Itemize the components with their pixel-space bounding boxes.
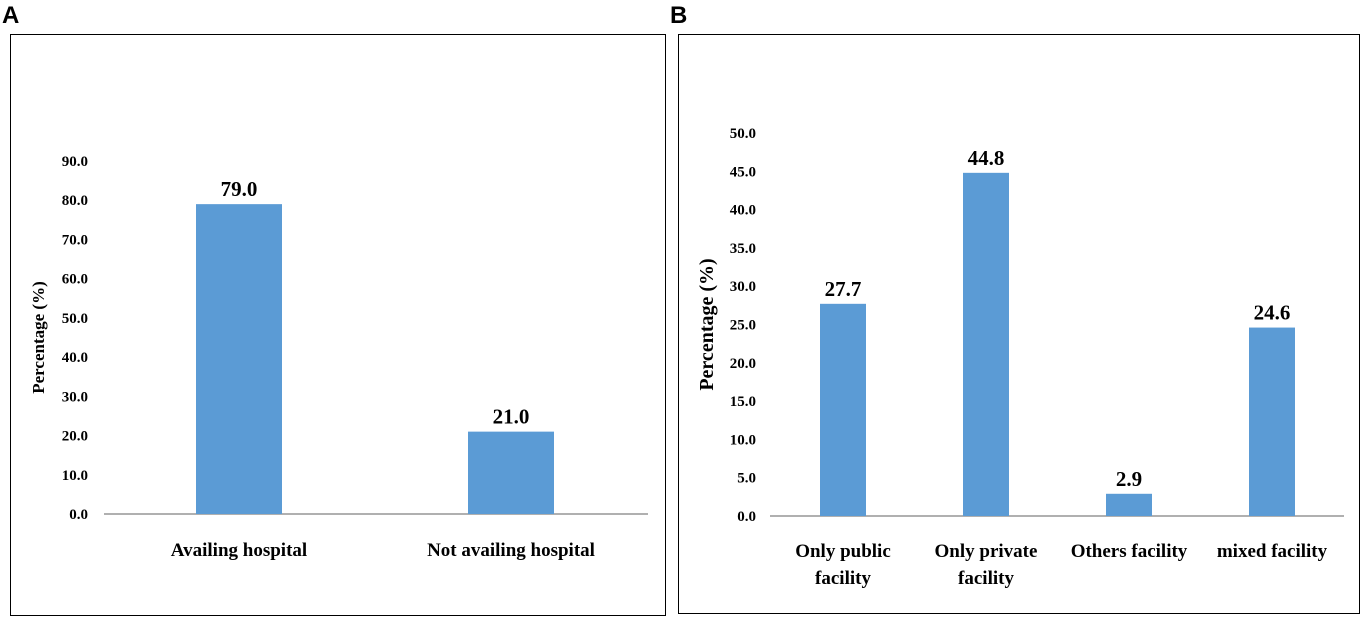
panel-b-letter: B xyxy=(670,2,688,29)
chart-a-y-tick-label: 60.0 xyxy=(62,272,88,288)
chart-a-y-tick-label: 20.0 xyxy=(62,429,88,445)
chart-a-y-tick-label: 30.0 xyxy=(62,389,88,405)
chart-b-y-tick-label: 30.0 xyxy=(730,279,756,295)
panel-a-letter: A xyxy=(2,2,20,29)
chart-b-data-label-3: 2.9 xyxy=(1116,467,1142,491)
chart-a-y-tick-label: 10.0 xyxy=(62,468,88,484)
panel-a-frame xyxy=(10,34,666,616)
chart-b-y-tick-label: 40.0 xyxy=(730,203,756,219)
chart-b-bar-2 xyxy=(963,172,1009,516)
chart-b-category-label-1: facility xyxy=(815,568,871,589)
chart-b-y-tick-label: 10.0 xyxy=(730,432,756,448)
chart-b-data-label-4: 24.6 xyxy=(1254,301,1291,325)
chart-b-y-tick-label: 45.0 xyxy=(730,164,756,180)
chart-b-category-label-2: facility xyxy=(958,568,1014,589)
chart-b-bar-1 xyxy=(820,303,866,516)
chart-a-bar-1 xyxy=(196,204,282,514)
chart-b-y-tick-label: 20.0 xyxy=(730,356,756,372)
chart-b-y-tick-label: 35.0 xyxy=(730,241,756,257)
chart-a-bar-2 xyxy=(468,431,554,514)
chart-b-bar-4 xyxy=(1249,327,1295,516)
chart-b-y-tick-label: 0.0 xyxy=(737,509,756,525)
chart-b-category-label-1: Only public xyxy=(795,541,891,562)
chart-b-y-axis-label: Percentage (%) xyxy=(696,258,718,390)
chart-b-category-label-4: mixed facility xyxy=(1217,541,1328,562)
chart-b-data-label-1: 27.7 xyxy=(825,277,862,301)
chart-a-category-label-1: Availing hospital xyxy=(171,540,307,561)
chart-b-bar-3 xyxy=(1106,493,1152,516)
chart-b-category-label-2: Only private xyxy=(935,541,1038,562)
chart-a-y-tick-label: 50.0 xyxy=(62,311,88,327)
panel-b-frame xyxy=(678,34,1360,614)
chart-a-category-label-2: Not availing hospital xyxy=(427,540,595,561)
chart-a-y-axis-label: Percentage (%) xyxy=(29,281,48,394)
chart-b-y-tick-label: 50.0 xyxy=(730,126,756,142)
chart-b-data-label-2: 44.8 xyxy=(968,146,1005,170)
chart-b-y-tick-label: 15.0 xyxy=(730,394,756,410)
chart-b-category-label-3: Others facility xyxy=(1071,541,1188,562)
chart-a-y-tick-label: 0.0 xyxy=(69,507,88,523)
chart-a-data-label-2: 21.0 xyxy=(493,405,530,429)
chart-a-y-tick-label: 40.0 xyxy=(62,350,88,366)
chart-b-y-tick-label: 25.0 xyxy=(730,318,756,334)
chart-b-y-tick-label: 5.0 xyxy=(737,471,756,487)
chart-a-y-tick-label: 80.0 xyxy=(62,193,88,209)
chart-a-y-tick-label: 70.0 xyxy=(62,232,88,248)
chart-a-data-label-1: 79.0 xyxy=(221,177,258,201)
chart-a-y-tick-label: 90.0 xyxy=(62,154,88,170)
